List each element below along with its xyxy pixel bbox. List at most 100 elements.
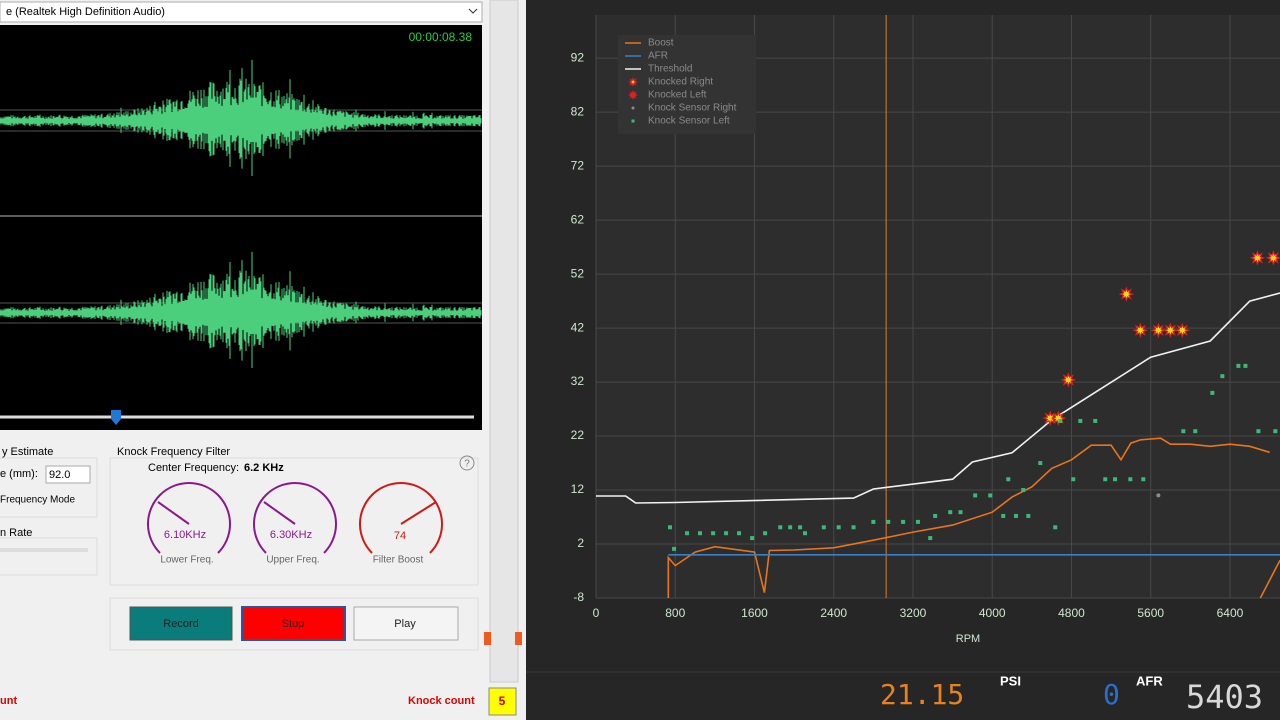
sensor-square (1093, 418, 1098, 423)
bore-value: 92.0 (49, 469, 70, 481)
sensor-square (958, 510, 963, 515)
series-line (1259, 559, 1280, 599)
x-tick-label: 800 (665, 606, 685, 620)
y-tick-label: 92 (571, 50, 585, 64)
sensor-square (685, 531, 690, 536)
legend-swatch (628, 90, 638, 100)
x-tick-label: 3200 (900, 606, 927, 620)
sensor-square (711, 531, 716, 536)
y-tick-label: 82 (571, 104, 585, 118)
time-display: 00:00:08.38 (409, 30, 473, 44)
center-value: 6.2 KHz (244, 462, 284, 474)
estimate-group (0, 457, 98, 518)
sensor-square (1210, 390, 1215, 395)
dropdown-arrow (468, 8, 478, 14)
x-tick-label: 1600 (741, 606, 768, 620)
y-tick-label: 62 (571, 212, 585, 226)
afr-value: 0 (1103, 678, 1120, 711)
sensor-square (851, 525, 856, 530)
play-label: Play (394, 618, 416, 630)
help-text: ? (464, 459, 470, 470)
knock-count-box (488, 687, 517, 716)
knock-marker (1162, 322, 1179, 339)
sensor-square (915, 519, 920, 524)
center-label: Center Frequency: (148, 462, 239, 474)
rate-group (0, 537, 98, 576)
afr-label: AFR (1136, 673, 1163, 688)
sensor-dot (1156, 493, 1161, 498)
y-tick-label: 22 (571, 428, 585, 442)
seek-thumb[interactable] (111, 410, 121, 425)
knock-marker (1132, 322, 1149, 339)
sensor-square (1006, 477, 1011, 482)
sensor-square (886, 519, 891, 524)
sensor-square (1071, 477, 1076, 482)
psi-label: PSI (1000, 673, 1021, 688)
play-button[interactable] (353, 606, 459, 641)
sensor-square (948, 510, 953, 515)
mode-label: Frequency Mode (0, 495, 75, 506)
knock-marker (1265, 250, 1280, 266)
sensor-square (1021, 488, 1026, 493)
rate-slider[interactable] (0, 548, 88, 552)
stop-label: Stop (282, 618, 305, 630)
y-tick-label: 2 (577, 536, 584, 550)
sensor-square (821, 525, 826, 530)
marker (515, 632, 522, 645)
bore-input[interactable] (45, 465, 91, 484)
gauge-label: Upper Freq. (266, 555, 319, 566)
sensor-square (1243, 363, 1248, 368)
filter-group (109, 457, 479, 586)
sensor-square (698, 531, 703, 536)
knock-count-label: Knock count (408, 695, 475, 707)
sensor-square (724, 531, 729, 536)
sensor-square (1026, 513, 1031, 518)
series-line (596, 292, 1280, 504)
legend-swatch (631, 106, 635, 110)
legend-label: Boost (648, 38, 674, 49)
knock-marker (1150, 322, 1167, 339)
sensor-square (1181, 429, 1186, 434)
sensor-square (1053, 525, 1058, 530)
sensor-square (1113, 477, 1118, 482)
sensor-square (836, 525, 841, 530)
device-dropdown[interactable] (0, 1, 483, 23)
gauges (147, 482, 443, 554)
button-group (109, 597, 479, 651)
sensor-square (788, 525, 793, 530)
sensor-square (798, 525, 803, 530)
legend-label: AFR (648, 51, 668, 62)
legend-box (618, 35, 756, 134)
x-tick-label: 6400 (1217, 606, 1244, 620)
device-name: e (Realtek High Definition Audio) (6, 6, 165, 18)
knock-marker (1249, 250, 1266, 266)
y-tick-label: 52 (571, 266, 585, 280)
sensor-square (1038, 461, 1043, 466)
legend-label: Threshold (648, 64, 692, 75)
legend-label: Knock Sensor Right (648, 103, 737, 114)
help-icon[interactable] (459, 455, 475, 471)
legend-label: Knock Sensor Left (648, 116, 730, 127)
record-label: Record (163, 618, 198, 630)
x-tick-label: 5600 (1137, 606, 1164, 620)
rate-label: n Rate (0, 527, 32, 539)
sensor-square (1141, 477, 1146, 482)
sensor-square (1078, 418, 1083, 423)
psi-value: 21.15 (880, 678, 964, 711)
x-tick-label: 4000 (979, 606, 1006, 620)
sensor-square (928, 536, 933, 541)
legend-label: Knocked Left (648, 90, 707, 101)
sensor-square (1236, 363, 1241, 368)
y-tick-label: 42 (571, 320, 585, 334)
stop-button[interactable] (241, 606, 346, 641)
scroll-track[interactable] (489, 0, 519, 683)
sensor-square (763, 531, 768, 536)
waveform (0, 251, 482, 368)
y-tick-label: 12 (571, 482, 585, 496)
knock-count-value: 5 (499, 694, 506, 708)
estimate-title: y Estimate (2, 446, 53, 458)
sensor-square (1014, 513, 1019, 518)
y-tick-label: 72 (571, 158, 585, 172)
record-button[interactable] (129, 606, 233, 641)
x-tick-label: 4800 (1058, 606, 1085, 620)
